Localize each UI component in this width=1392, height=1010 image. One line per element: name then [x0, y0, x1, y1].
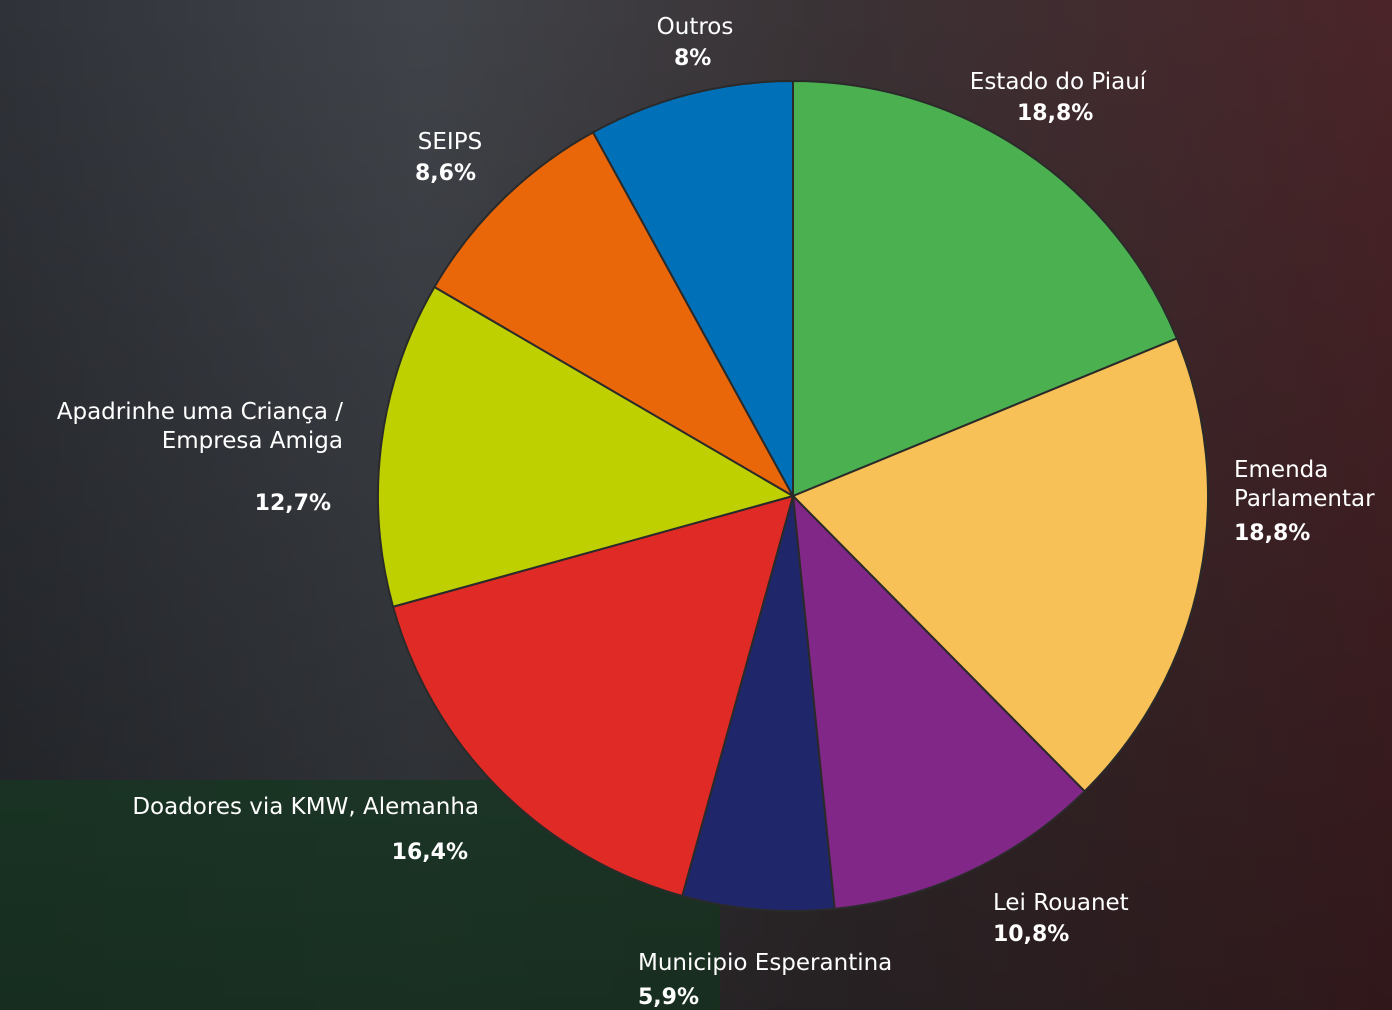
slice-label: SEIPS	[417, 129, 483, 155]
slice-value-label: 5,9%	[638, 985, 700, 1010]
slice-value-label: 18,8%	[1234, 521, 1311, 546]
slice-value-label: 10,8%	[993, 922, 1070, 947]
slice-value-label: 12,7%	[254, 491, 331, 516]
pie-slice	[377, 285, 796, 608]
slice-label: Municipio Esperantina	[638, 950, 893, 976]
slice-label: Estado do Piauí	[969, 69, 1147, 95]
pie-slice	[791, 337, 1209, 793]
pie	[377, 79, 1209, 912]
pie-slice	[792, 79, 1179, 498]
slice-label: Doadores via KMW, Alemanha	[132, 794, 479, 820]
pie-slice	[433, 130, 796, 499]
pie-slice	[591, 79, 794, 497]
slice-label: Lei Rouanet	[993, 890, 1129, 916]
pie-slice	[681, 495, 836, 912]
slice-label: Apadrinhe uma Criança / Empresa Amiga	[56, 399, 343, 454]
slice-label: Outros	[656, 14, 734, 40]
pie-slice	[791, 493, 1087, 911]
slice-value-label: 18,8%	[1017, 101, 1094, 126]
pie-slice	[391, 494, 795, 898]
slice-value-label: 8,6%	[415, 161, 477, 186]
slice-label: Emenda Parlamentar	[1234, 457, 1375, 512]
slice-value-label: 8%	[674, 46, 712, 71]
slice-value-label: 16,4%	[391, 840, 468, 865]
